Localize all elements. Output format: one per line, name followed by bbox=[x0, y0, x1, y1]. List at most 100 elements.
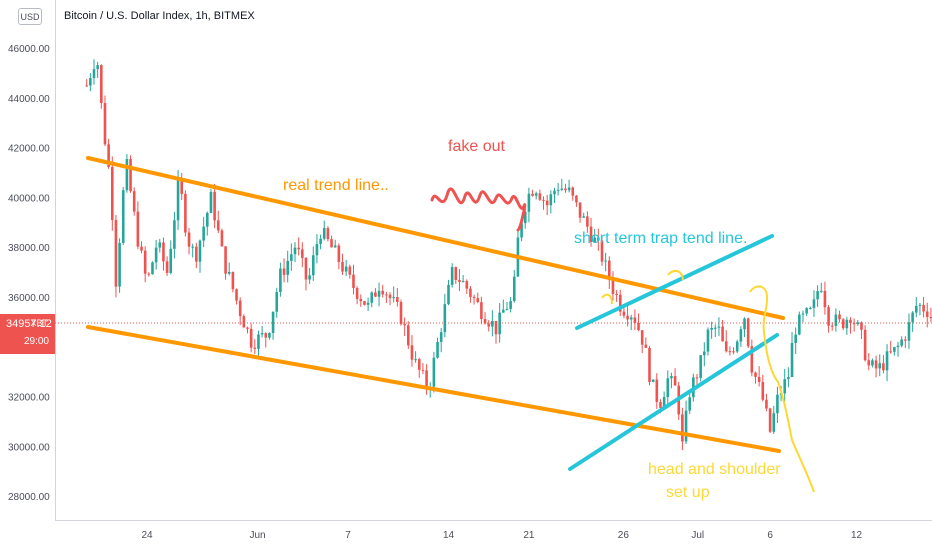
candle bbox=[344, 259, 348, 276]
candle bbox=[721, 319, 724, 342]
candle bbox=[527, 187, 531, 223]
candle bbox=[578, 202, 582, 223]
y-tick-label: 38000.00 bbox=[8, 243, 50, 254]
candle bbox=[863, 325, 867, 362]
candle bbox=[290, 243, 293, 271]
candle bbox=[589, 217, 593, 247]
candle bbox=[231, 271, 235, 293]
candle bbox=[549, 190, 553, 214]
candle bbox=[410, 335, 414, 367]
y-tick-label: 32000.00 bbox=[8, 393, 50, 404]
candle bbox=[85, 79, 88, 87]
candle bbox=[582, 212, 586, 219]
candle bbox=[509, 296, 512, 313]
candle bbox=[432, 351, 436, 393]
candle bbox=[370, 291, 374, 308]
symbol-title: Bitcoin / U.S. Dollar Index, 1h, BITMEX bbox=[64, 10, 255, 22]
x-tick-label: 14 bbox=[443, 530, 455, 541]
candle bbox=[512, 269, 516, 303]
candle bbox=[816, 285, 819, 307]
candle bbox=[246, 326, 249, 334]
candle bbox=[728, 346, 732, 356]
candle bbox=[249, 323, 253, 353]
candle bbox=[198, 239, 202, 273]
x-tick-label: 26 bbox=[618, 530, 630, 541]
candle bbox=[319, 234, 322, 250]
candle bbox=[392, 286, 395, 303]
candle bbox=[326, 226, 330, 242]
candle bbox=[275, 287, 279, 318]
candle bbox=[629, 314, 633, 331]
candle bbox=[618, 289, 622, 316]
candle bbox=[827, 304, 830, 333]
candle bbox=[377, 282, 381, 307]
candle bbox=[89, 73, 92, 92]
candle bbox=[626, 304, 629, 327]
y-tick-label: 40000.00 bbox=[8, 193, 50, 204]
candle bbox=[96, 61, 99, 78]
candle bbox=[893, 346, 896, 356]
candle bbox=[206, 211, 209, 236]
candle bbox=[494, 320, 498, 344]
candle bbox=[761, 374, 765, 402]
candle bbox=[914, 296, 918, 318]
head-shoulder-label: head and shoulder bbox=[648, 461, 781, 478]
candle bbox=[238, 297, 242, 325]
candle bbox=[651, 379, 655, 383]
candle bbox=[209, 188, 213, 214]
candle bbox=[304, 257, 308, 291]
y-tick-label: 28000.00 bbox=[8, 492, 50, 503]
currency-button[interactable]: USD bbox=[18, 8, 42, 25]
candle bbox=[852, 318, 856, 332]
candle bbox=[575, 194, 578, 207]
candle bbox=[491, 310, 494, 337]
candle bbox=[421, 363, 425, 375]
candle bbox=[337, 243, 341, 270]
candle bbox=[768, 407, 772, 434]
candle bbox=[260, 325, 264, 338]
candle bbox=[542, 196, 545, 210]
candle bbox=[911, 311, 914, 332]
candle bbox=[253, 339, 257, 354]
candle bbox=[129, 155, 132, 193]
candle bbox=[143, 246, 147, 283]
candle bbox=[703, 342, 706, 367]
candle bbox=[830, 322, 834, 331]
candle bbox=[301, 242, 304, 268]
candle bbox=[121, 187, 125, 245]
candle bbox=[403, 317, 406, 337]
candle bbox=[315, 234, 319, 264]
candle bbox=[213, 183, 216, 229]
short-term-upper-line bbox=[575, 234, 774, 330]
candle bbox=[929, 307, 932, 323]
candle bbox=[904, 336, 907, 348]
short-term-lower-line bbox=[568, 333, 779, 471]
candle bbox=[308, 267, 311, 284]
current-price-tag: 34957.12 XBT 29:00 bbox=[0, 314, 55, 354]
candle bbox=[472, 294, 476, 305]
candle bbox=[798, 311, 801, 336]
candle bbox=[381, 284, 385, 298]
x-tick-label: 21 bbox=[523, 530, 535, 541]
candle bbox=[673, 368, 677, 386]
fake-out-scribble bbox=[430, 187, 527, 232]
candle bbox=[173, 211, 176, 259]
candle bbox=[739, 326, 743, 348]
candle bbox=[374, 288, 377, 298]
candle bbox=[151, 261, 154, 275]
candle bbox=[483, 312, 487, 325]
candle bbox=[567, 179, 571, 193]
candle bbox=[805, 307, 808, 316]
candle bbox=[564, 183, 567, 193]
candle bbox=[823, 281, 827, 315]
candle bbox=[750, 339, 754, 377]
candle bbox=[476, 292, 480, 304]
price-tag-top: 34957.12 XBT bbox=[2, 315, 52, 332]
candle bbox=[271, 311, 275, 340]
candle bbox=[776, 386, 779, 423]
candle bbox=[447, 279, 450, 306]
symbol-badge: XBT bbox=[30, 318, 48, 328]
candle bbox=[293, 242, 297, 263]
